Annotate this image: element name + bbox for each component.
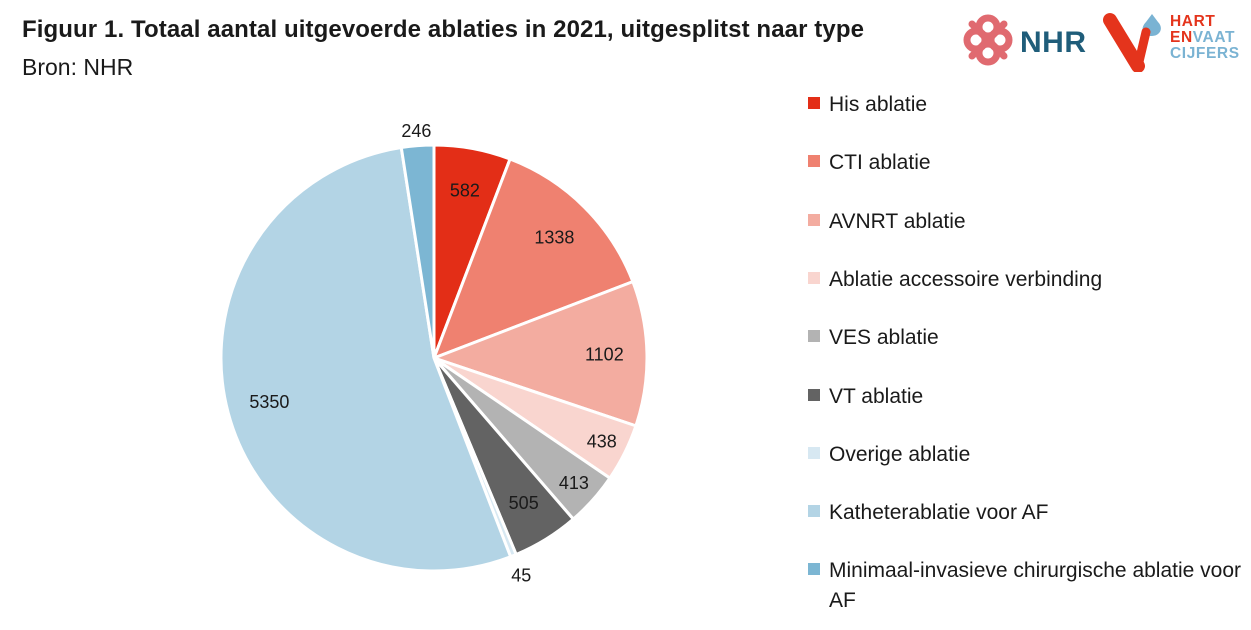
nhr-logo-icon — [963, 14, 1013, 66]
legend-item: His ablatie — [808, 90, 1248, 120]
legend-swatch — [808, 97, 820, 109]
legend-swatch — [808, 388, 820, 401]
legend-label: VES ablatie — [829, 326, 939, 350]
data-label: 45 — [511, 565, 531, 585]
logo-word-en: ENVAAT — [1170, 29, 1236, 46]
logo-word-cijfers: CIJFERS — [1170, 45, 1240, 62]
legend-swatch — [808, 213, 820, 226]
legend-swatch — [808, 330, 820, 343]
legend-item: Minimaal-invasieve chirurgische ablatie … — [808, 556, 1248, 616]
legend-item: Overige ablatie — [808, 440, 1248, 470]
legend-label: Ablatie accessoire verbinding — [829, 267, 1103, 291]
chart-title: Figuur 1. Totaal aantal uitgevoerde abla… — [22, 16, 865, 43]
chart-subtitle: Bron: NHR — [22, 54, 134, 80]
nhr-logo-text: NHR — [1020, 26, 1087, 59]
data-label: 1338 — [534, 227, 574, 247]
legend-item: VT ablatie — [808, 382, 1248, 412]
data-label: 582 — [450, 180, 480, 200]
legend-item: VES ablatie — [808, 323, 1248, 353]
legend-label: VT ablatie — [829, 384, 924, 408]
pie-slice-cti-ablatie — [431, 157, 635, 361]
legend-label: His ablatie — [829, 93, 928, 116]
data-label: 5350 — [249, 392, 289, 412]
data-label: 438 — [587, 432, 617, 452]
pie-slice-avnrt-ablatie — [429, 279, 649, 428]
logo-word-hart: HART — [1170, 13, 1216, 30]
legend-swatch — [808, 563, 820, 576]
data-label: 246 — [401, 121, 431, 141]
pie-chart: 582 1338 1102 438 413 505 45 5350 246 — [219, 121, 649, 585]
logo-area: NHR HART ENVAAT CIJFERS — [960, 8, 1251, 72]
legend-label: Overige ablatie — [829, 442, 971, 466]
legend-label: CTI ablatie — [829, 151, 931, 175]
legend-label: Katheterablatie voor AF — [829, 501, 1049, 525]
pie-slice-katheterablatie-voor-af — [219, 145, 513, 573]
legend-swatch — [808, 446, 820, 459]
legend-swatch — [808, 155, 820, 168]
pie-slice-minimaal-invasieve-chirurgische-ablatie-voor-af — [399, 143, 436, 359]
legend-swatch — [808, 271, 820, 284]
legend-item: AVNRT ablatie — [808, 207, 1248, 237]
legend-label: Minimaal-invasieve chirurgische ablatie … — [829, 559, 1242, 613]
data-label: 505 — [509, 493, 539, 513]
data-label: 413 — [559, 473, 589, 493]
legend-swatch — [808, 505, 820, 518]
legend-label: AVNRT ablatie — [829, 209, 966, 233]
legend-item: Ablatie accessoire verbinding — [808, 265, 1248, 295]
data-label: 1102 — [585, 344, 624, 364]
legend-item: CTI ablatie — [808, 148, 1248, 178]
legend-item: Katheterablatie voor AF — [808, 498, 1248, 528]
hart-en-vaat-logo-icon — [1103, 13, 1161, 72]
